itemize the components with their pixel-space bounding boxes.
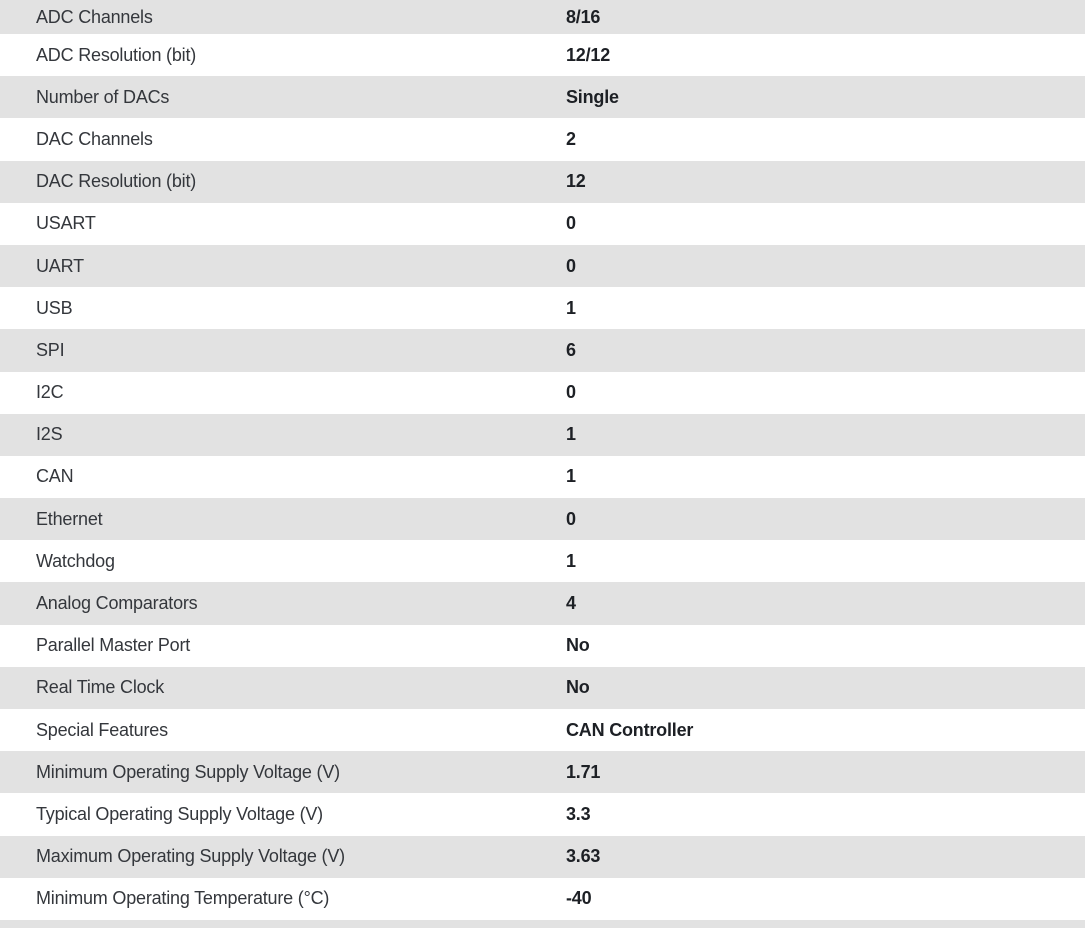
table-row: I2C 0 <box>0 371 1085 414</box>
table-row: SPI 6 <box>0 329 1085 372</box>
table-row: I2S 1 <box>0 413 1085 456</box>
row-value: 1 <box>566 424 576 445</box>
row-label: ADC Channels <box>36 6 153 27</box>
row-value: 2 <box>566 128 576 149</box>
row-label: I2S <box>36 424 63 445</box>
row-value: 0 <box>566 255 576 276</box>
table-row: Special Features CAN Controller <box>0 709 1085 752</box>
table-row: Parallel Master Port No <box>0 624 1085 667</box>
row-value: 8/16 <box>566 6 601 27</box>
row-label: DAC Channels <box>36 128 153 149</box>
partial-next-row <box>0 919 1085 928</box>
row-label: USART <box>36 213 96 234</box>
row-label: Real Time Clock <box>36 677 165 698</box>
table-row: Maximum Operating Supply Voltage (V) 3.63 <box>0 835 1085 878</box>
row-label: Special Features <box>36 719 168 740</box>
row-label: Number of DACs <box>36 86 170 107</box>
row-label: ADC Resolution (bit) <box>36 44 197 65</box>
row-label: Typical Operating Supply Voltage (V) <box>36 803 323 824</box>
table-row: Minimum Operating Temperature (°C) -40 <box>0 877 1085 920</box>
row-value: -40 <box>566 888 592 909</box>
row-label: USB <box>36 297 73 318</box>
table-row: ADC Resolution (bit) 12/12 <box>0 34 1085 77</box>
row-value: 6 <box>566 339 576 360</box>
table-row: Number of DACs Single <box>0 76 1085 119</box>
row-label: Watchdog <box>36 550 115 571</box>
table-row: ADC Channels 8/16 <box>0 0 1085 34</box>
table-row: Typical Operating Supply Voltage (V) 3.3 <box>0 793 1085 836</box>
table-row: Real Time Clock No <box>0 666 1085 709</box>
row-value: 0 <box>566 382 576 403</box>
table-row: Analog Comparators 4 <box>0 582 1085 625</box>
row-value: 3.63 <box>566 846 601 867</box>
row-label: CAN <box>36 466 74 487</box>
row-label: I2C <box>36 382 64 403</box>
row-label: Minimum Operating Supply Voltage (V) <box>36 761 340 782</box>
row-value: Single <box>566 86 619 107</box>
row-value: 0 <box>566 213 576 234</box>
table-row: UART 0 <box>0 244 1085 288</box>
row-label: DAC Resolution (bit) <box>36 171 197 192</box>
table-row: CAN 1 <box>0 455 1085 499</box>
row-label: Maximum Operating Supply Voltage (V) <box>36 846 345 867</box>
table-row: DAC Resolution (bit) 12 <box>0 160 1085 203</box>
table-row: Minimum Operating Supply Voltage (V) 1.71 <box>0 751 1085 794</box>
row-value: 3.3 <box>566 803 591 824</box>
row-value: CAN Controller <box>566 719 694 740</box>
row-value: 1.71 <box>566 761 601 782</box>
row-value: 1 <box>566 297 576 318</box>
row-value: 1 <box>566 466 576 487</box>
table-row: Watchdog 1 <box>0 540 1085 583</box>
table-row: USB 1 <box>0 287 1085 330</box>
row-label: UART <box>36 255 84 276</box>
table-row: Ethernet 0 <box>0 498 1085 541</box>
row-value: No <box>566 677 590 698</box>
row-label: Analog Comparators <box>36 593 198 614</box>
row-value: 0 <box>566 508 576 529</box>
table-row: DAC Channels 2 <box>0 118 1085 161</box>
row-value: 12/12 <box>566 44 611 65</box>
row-label: Parallel Master Port <box>36 635 191 656</box>
row-label: Minimum Operating Temperature (°C) <box>36 888 330 909</box>
row-value: 1 <box>566 550 576 571</box>
row-value: No <box>566 635 590 656</box>
row-label: SPI <box>36 339 65 360</box>
row-value: 12 <box>566 171 586 192</box>
row-value: 4 <box>566 593 576 614</box>
row-label: Ethernet <box>36 508 103 529</box>
table-row: USART 0 <box>0 202 1085 245</box>
